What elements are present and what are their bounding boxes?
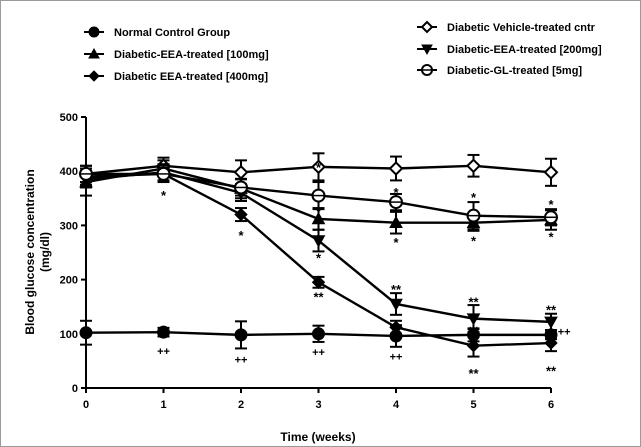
- data-point: [544, 210, 558, 225]
- legend-swatch-marker: [421, 44, 433, 56]
- y-axis-label-line-2: (mg/dl): [38, 232, 52, 272]
- legend-swatch-marker: [88, 26, 100, 38]
- legend: Normal Control Group Diabetic-EEA-treated…: [84, 20, 602, 83]
- data-point: [311, 159, 326, 175]
- data-point: [389, 195, 403, 210]
- significance-marker: *: [316, 160, 322, 175]
- legend-item-3: Diabetic Vehicle-treated cntr: [417, 20, 596, 34]
- significance-marker: ++: [467, 324, 480, 336]
- significance-marker: *: [238, 228, 244, 243]
- data-point: [389, 298, 403, 312]
- legend-label: Diabetic-EEA-treated [200mg]: [447, 44, 602, 56]
- data-point: [544, 316, 558, 329]
- data-point: [388, 161, 404, 176]
- data-point: [312, 327, 325, 341]
- data-point: [79, 166, 93, 181]
- y-tick-label: 400: [60, 166, 78, 178]
- series-5: [79, 164, 558, 231]
- legend-label: Diabetic Vehicle-treated cntr: [447, 22, 596, 34]
- axes: 0 1 2 3 4 5 6 0 100 200 300 400 500: [60, 112, 554, 411]
- legend-swatch-marker: [88, 47, 100, 59]
- data-point: [544, 336, 558, 350]
- legend-item-2: Diabetic EEA-treated [400mg]: [84, 70, 268, 83]
- data-point: [466, 339, 481, 353]
- legend-item-0: Normal Control Group: [84, 26, 230, 39]
- legend-label: Diabetic EEA-treated [400mg]: [114, 71, 268, 83]
- significance-marker: *: [548, 197, 554, 212]
- significance-marker: ++: [235, 354, 248, 366]
- data-point: [234, 328, 248, 342]
- series-layer: [78, 152, 559, 358]
- significance-marker: *: [316, 251, 322, 266]
- significance-marker: *: [316, 204, 322, 219]
- data-point: [466, 158, 481, 174]
- significance-marker: **: [468, 295, 479, 310]
- data-point: [234, 207, 248, 222]
- x-tick-label: 6: [548, 399, 554, 411]
- data-point: [543, 164, 559, 180]
- significance-marker: ++: [390, 352, 403, 364]
- significance-marker: **: [313, 290, 324, 305]
- legend-swatch-marker: [421, 64, 433, 76]
- x-tick-label: 2: [238, 399, 244, 411]
- legend-swatch-marker: [420, 20, 434, 34]
- legend-item-1: Diabetic-EEA-treated [100mg]: [84, 47, 269, 61]
- data-point: [311, 211, 326, 225]
- significance-marker: *: [548, 230, 554, 245]
- y-axis-label-line-1: Blood glucose concentration: [23, 169, 37, 334]
- annotations: *******++++++****++****++********++: [157, 160, 571, 381]
- legend-swatch-marker: [88, 70, 100, 82]
- data-point: [157, 325, 170, 339]
- data-point: [466, 208, 481, 223]
- data-point: [79, 326, 93, 340]
- y-tick-label: 0: [72, 383, 78, 395]
- data-point: [311, 188, 326, 203]
- data-point: [233, 164, 249, 180]
- legend-item-5: Diabetic-GL-treated [5mg]: [417, 64, 582, 77]
- data-point: [156, 166, 171, 181]
- x-axis-label: Time (weeks): [280, 430, 355, 444]
- y-tick-label: 500: [60, 112, 78, 124]
- x-tick-label: 3: [315, 399, 321, 411]
- data-point: [466, 313, 481, 326]
- y-tick-label: 300: [60, 220, 78, 232]
- y-tick-label: 100: [60, 329, 78, 341]
- legend-label: Diabetic-EEA-treated [100mg]: [114, 49, 269, 61]
- x-tick-label: 5: [470, 399, 476, 411]
- data-point: [389, 215, 403, 228]
- significance-marker: *: [393, 185, 399, 200]
- significance-marker: **: [546, 363, 557, 378]
- significance-marker: *: [393, 235, 399, 250]
- data-point: [311, 235, 326, 248]
- x-tick-label: 0: [83, 399, 89, 411]
- significance-marker: ++: [157, 346, 170, 358]
- legend-item-4: Diabetic-EEA-treated [200mg]: [417, 44, 602, 56]
- significance-marker: ++: [312, 347, 325, 359]
- significance-marker: **: [391, 282, 402, 297]
- significance-marker: **: [468, 366, 479, 381]
- y-tick-label: 200: [60, 275, 78, 287]
- legend-label: Diabetic-GL-treated [5mg]: [447, 65, 582, 77]
- significance-marker: ++: [558, 327, 571, 339]
- x-tick-label: 4: [393, 399, 400, 411]
- significance-marker: *: [161, 188, 167, 203]
- significance-marker: *: [471, 233, 477, 248]
- legend-label: Normal Control Group: [114, 27, 230, 39]
- significance-marker: *: [471, 190, 477, 205]
- data-point: [389, 320, 403, 335]
- x-tick-label: 1: [160, 399, 166, 411]
- significance-marker: **: [546, 303, 557, 318]
- data-point: [234, 180, 248, 195]
- data-point: [311, 275, 326, 290]
